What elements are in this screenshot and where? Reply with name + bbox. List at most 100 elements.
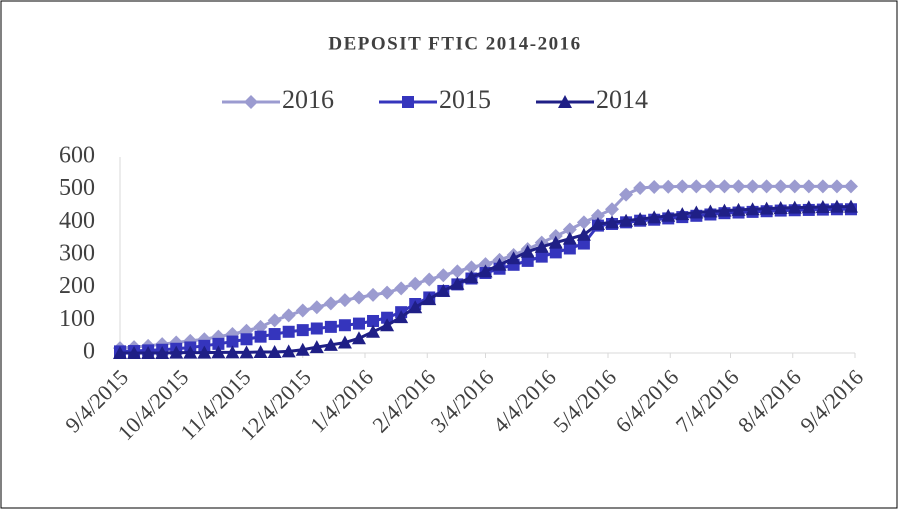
marker [402,96,414,108]
marker [675,179,690,194]
marker [197,345,212,359]
marker [296,324,309,337]
marker [801,179,816,194]
marker [324,320,337,333]
marker [141,346,156,359]
marker [675,207,690,221]
marker [492,257,507,271]
marker [478,264,493,278]
marker [605,215,620,229]
marker [323,296,338,311]
chart-title: DEPOSIT FTIC 2014-2016 [328,33,581,54]
marker [351,331,366,345]
legend-label: 2016 [282,85,334,114]
marker [309,300,324,315]
marker [253,345,268,359]
marker [558,95,572,108]
y-tick-label: 100 [59,306,95,332]
marker [548,235,563,249]
marker [534,239,549,253]
marker [408,300,423,314]
marker [323,337,338,351]
marker [127,346,142,359]
marker [759,201,774,215]
marker [605,202,620,217]
marker [801,200,816,214]
marker [843,199,858,213]
marker [661,179,676,194]
y-tick-label: 400 [59,208,95,234]
y-tick-label: 600 [59,143,95,169]
marker [576,227,591,241]
y-tick-label: 500 [59,175,95,201]
marker [535,250,548,263]
marker [309,340,324,354]
marker [633,212,648,226]
marker [829,199,844,213]
marker [520,244,535,258]
marker [633,181,648,196]
marker [225,345,240,359]
marker [436,283,451,297]
marker [619,187,634,202]
marker [619,213,634,227]
marker [843,179,858,194]
marker [295,303,310,318]
y-tick-label: 0 [83,339,95,365]
marker [717,179,732,194]
marker [745,179,760,194]
marker [212,337,225,350]
marker [506,251,521,265]
marker [183,345,198,359]
legend-label: 2014 [596,85,648,114]
marker [295,342,310,356]
marker [366,324,381,338]
marker [226,335,239,348]
marker [815,199,830,213]
marker [155,346,170,359]
marker [436,268,451,283]
marker [576,215,591,230]
marker [244,95,258,109]
marker [240,333,253,346]
marker [281,344,296,358]
marker [647,210,662,224]
marker [717,203,732,217]
marker [281,308,296,323]
marker [394,281,409,296]
marker [464,260,479,275]
marker [562,231,577,245]
marker [562,222,577,237]
legend-label: 2015 [439,85,491,114]
marker [239,345,254,359]
marker [647,180,662,195]
marker [563,242,576,255]
marker [337,335,352,349]
marker [450,276,465,290]
marker [815,179,830,194]
marker [408,276,423,291]
marker [381,311,394,324]
marker [169,345,184,359]
y-tick-label: 200 [59,273,95,299]
marker [351,290,366,305]
marker [703,204,718,218]
marker [661,208,676,222]
marker [745,202,760,216]
marker [787,200,802,214]
marker [211,345,226,359]
marker [310,322,323,335]
marker [422,292,437,306]
marker [759,179,774,194]
marker [352,317,365,330]
marker [590,216,605,230]
marker [829,179,844,194]
marker [464,270,479,284]
marker [590,208,605,223]
marker [422,272,437,287]
marker [773,179,788,194]
y-tick-label: 300 [59,241,95,267]
marker [450,264,465,279]
